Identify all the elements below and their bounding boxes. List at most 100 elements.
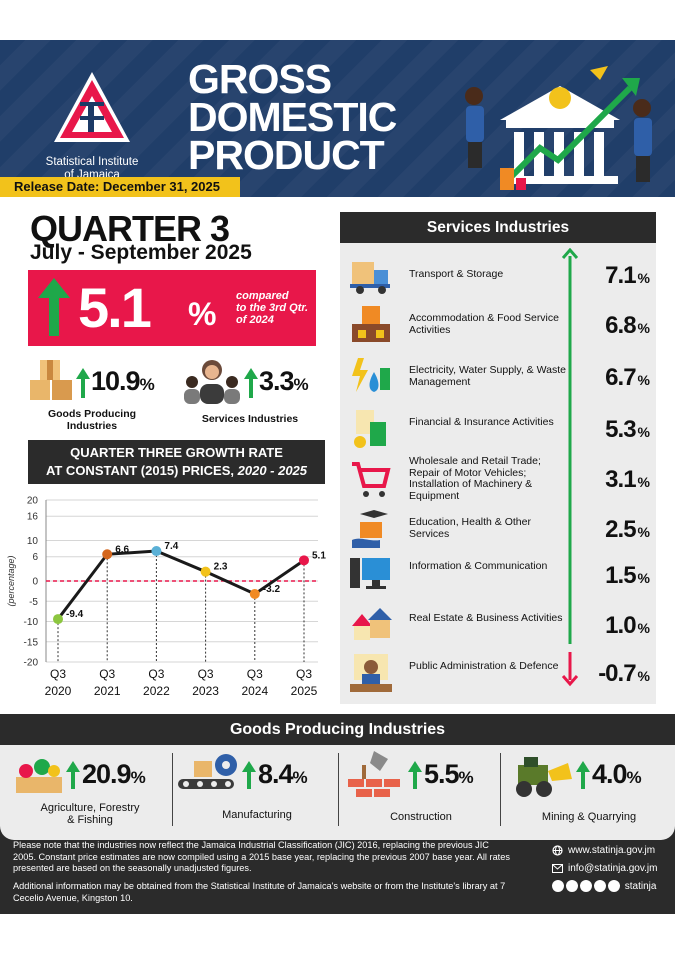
- service-row-public-admin: Public Administration & Defence -0.7%: [340, 650, 656, 698]
- chart-title-line2-main: AT CONSTANT (2015) PRICES,: [45, 463, 234, 478]
- x-tick-year: 2022: [143, 684, 170, 698]
- service-value: 3.1%: [605, 466, 650, 494]
- y-tick-label: 10: [27, 536, 39, 547]
- data-point: [200, 566, 211, 577]
- services-up-arrow-icon: [244, 368, 258, 398]
- boxes-icon: [30, 360, 72, 400]
- x-tick-label: Q3: [50, 667, 66, 681]
- service-value-number: 5.3: [605, 416, 636, 443]
- data-label: -9.4: [66, 609, 84, 620]
- x-tick-year: 2021: [94, 684, 121, 698]
- period-subheading: July - September 2025: [30, 241, 252, 264]
- service-value: 5.3%: [605, 416, 650, 444]
- goods-value-number: 5.5: [424, 759, 460, 789]
- service-label: Real Estate & Business Activities: [409, 612, 563, 624]
- goods-divider: [172, 753, 173, 827]
- service-value-number: 6.8: [605, 312, 636, 339]
- title-line-1: GROSS: [188, 56, 332, 102]
- mining-up-arrow-icon: [576, 761, 590, 789]
- goods-label-line1: Agriculture, Forestry: [40, 802, 140, 814]
- agri-up-arrow-icon: [66, 761, 80, 789]
- x-tick-year: 2023: [192, 684, 219, 698]
- service-value-number: 7.1: [605, 262, 636, 289]
- chart-title: QUARTER THREE GROWTH RATE AT CONSTANT (2…: [28, 440, 325, 484]
- y-tick-label: 6: [32, 552, 38, 563]
- service-label: Financial & Insurance Activities: [409, 416, 554, 428]
- goods-summary-label-line1: Goods Producing: [47, 408, 137, 420]
- y-tick-label: 20: [27, 496, 39, 507]
- service-value-unit: %: [637, 474, 650, 490]
- facebook-icon[interactable]: [566, 880, 578, 893]
- service-value-number: -0.7: [598, 660, 636, 687]
- threads-icon[interactable]: [608, 880, 620, 893]
- service-label: Electricity, Water Supply, & Waste Manag…: [409, 364, 566, 388]
- comparison-line3: of 2024: [236, 314, 274, 326]
- service-row-financial: Financial & Insurance Activities 5.3%: [340, 406, 656, 454]
- services-growth-arrow-icon: [562, 248, 578, 687]
- service-value: 7.1%: [605, 262, 650, 290]
- service-value-number: 1.5: [605, 562, 636, 589]
- goods-value-unit: %: [130, 768, 146, 787]
- service-value: 6.8%: [605, 312, 650, 340]
- mfg-up-arrow-icon: [242, 761, 256, 789]
- mining-icon: [516, 757, 572, 797]
- goods-value: 5.5%: [424, 759, 474, 790]
- data-point: [102, 549, 113, 560]
- website-link[interactable]: www.statinja.gov.jm: [552, 844, 655, 858]
- goods-value: 20.9%: [82, 759, 146, 790]
- goods-item-manufacturing: 8.4% Manufacturing: [172, 745, 338, 835]
- goods-summary-number: 10.9: [91, 366, 141, 396]
- truck-icon: [350, 262, 390, 294]
- chart-title-line2: AT CONSTANT (2015) PRICES, 2020 - 2025: [28, 462, 325, 480]
- manufacturing-icon: [178, 754, 237, 789]
- service-value-number: 1.0: [605, 612, 636, 639]
- globe-icon: [552, 845, 563, 856]
- data-label: 7.4: [164, 541, 178, 552]
- footer-note-contact: Additional information may be obtained f…: [13, 881, 506, 903]
- y-tick-label: -20: [24, 658, 39, 669]
- services-summary-number: 3.3: [259, 366, 295, 396]
- youtube-icon[interactable]: [580, 880, 592, 893]
- goods-value: 4.0%: [592, 759, 642, 790]
- data-label: 6.6: [115, 544, 129, 555]
- service-value-number: 2.5: [605, 516, 636, 543]
- chart-title-line1: QUARTER THREE GROWTH RATE: [70, 445, 283, 460]
- services-summary-value: 3.3%: [259, 366, 309, 397]
- header-banner: Statistical Institute of Jamaica GROSS D…: [0, 40, 675, 197]
- service-value-unit: %: [637, 320, 650, 336]
- email-text: info@statinja.gov.jm: [568, 863, 658, 874]
- service-row-wholesale: Wholesale and Retail Trade; Repair of Mo…: [340, 455, 656, 504]
- computer-icon: [350, 558, 390, 589]
- goods-value-number: 8.4: [258, 759, 294, 789]
- linkedin-icon[interactable]: [594, 880, 606, 893]
- statin-logo-icon: [54, 72, 130, 142]
- goods-label: Mining & Quarrying: [541, 811, 637, 823]
- footer: Please note that the industries now refl…: [0, 826, 675, 914]
- x-tick-year: 2020: [45, 684, 72, 698]
- goods-divider: [500, 753, 501, 827]
- email-link[interactable]: info@statinja.gov.jm: [552, 862, 657, 876]
- goods-value: 8.4%: [258, 759, 308, 790]
- service-value: 2.5%: [605, 516, 650, 544]
- data-label: -3.2: [263, 584, 281, 595]
- goods-summary-unit: %: [139, 375, 155, 394]
- goods-label: Agriculture, Forestry & Fishing: [20, 802, 160, 826]
- service-value-unit: %: [637, 270, 650, 286]
- official-icon: [350, 654, 392, 692]
- growth-line-chart: 20 16 10 6 0 -5 -10 -15 -20 (percentage) -9.4 Q3 202…: [6, 496, 326, 699]
- headline-growth-box: 5.1 % compared to the 3rd Qtr. of 2024: [28, 270, 316, 346]
- instagram-icon[interactable]: [552, 880, 564, 893]
- service-label: Public Administration & Defence: [409, 660, 559, 672]
- service-value: 1.0%: [605, 612, 650, 640]
- service-label: Wholesale and Retail Trade; Repair of Mo…: [409, 455, 541, 502]
- cart-icon: [352, 462, 391, 497]
- y-axis-title: (percentage): [6, 555, 16, 606]
- service-label: Information & Communication: [409, 560, 548, 572]
- x-tick-label: Q3: [247, 667, 263, 681]
- comparison-note: compared to the 3rd Qtr. of 2024: [236, 290, 316, 326]
- goods-value-number: 4.0: [592, 759, 628, 789]
- x-tick-label: Q3: [198, 667, 214, 681]
- goods-item-mining: 4.0% Mining & Quarrying: [500, 745, 675, 835]
- x-tick-year: 2024: [241, 684, 268, 698]
- service-value-unit: %: [637, 372, 650, 388]
